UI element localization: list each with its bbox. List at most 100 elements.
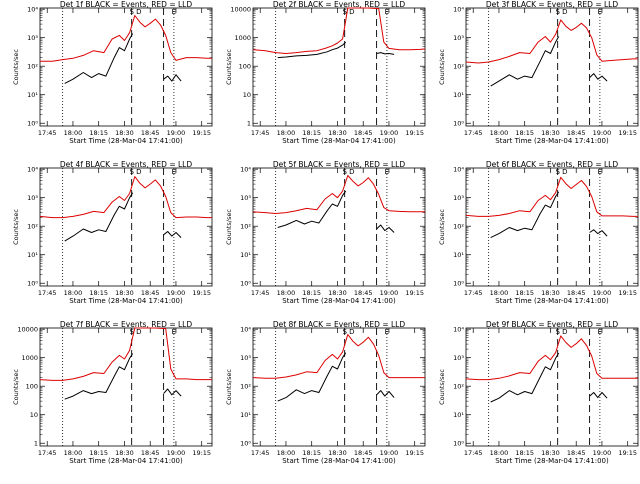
y-tick-label: 10² bbox=[453, 383, 464, 391]
y-axis-label: Counts/sec bbox=[12, 49, 20, 85]
x-tick-label: 19:15 bbox=[192, 289, 211, 297]
x-tick-label: 19:15 bbox=[618, 449, 637, 457]
interval-marker-s: S bbox=[129, 328, 134, 336]
series-events-line bbox=[490, 352, 560, 403]
plot-frame bbox=[465, 7, 639, 127]
y-tick-label: 10⁰ bbox=[27, 280, 38, 288]
x-tick-label: 17:45 bbox=[464, 289, 483, 297]
plot-frame bbox=[39, 7, 213, 127]
interval-marker-e: E bbox=[385, 8, 389, 16]
y-tick-label: 10000 bbox=[17, 326, 38, 334]
x-tick-label: 19:00 bbox=[167, 289, 186, 297]
interval-marker-e: E bbox=[598, 8, 602, 16]
x-tick-label: 18:45 bbox=[354, 289, 373, 297]
panel-det-2: Det 2f BLACK = Events, RED = LLD 1 10 100 10… bbox=[225, 0, 426, 145]
x-tick-label: 18:45 bbox=[141, 289, 160, 297]
y-tick-label: 10³ bbox=[240, 194, 251, 202]
y-tick-label: 10⁴ bbox=[240, 326, 251, 334]
panel-title: Det 8f BLACK = Events, RED = LLD bbox=[273, 320, 406, 329]
x-axis-label: Start Time (28-Mar-04 17:41:00) bbox=[282, 137, 396, 145]
y-tick-label: 10³ bbox=[453, 34, 464, 42]
x-tick-label: 18:00 bbox=[490, 129, 509, 137]
y-axis-label: Counts/sec bbox=[12, 209, 20, 245]
panel-det-8: Det 8f BLACK = Events, RED = LLD 10⁰ 10¹ 10… bbox=[225, 320, 426, 465]
panel-det-5: Det 5f BLACK = Events, RED = LLD 10⁰ 10¹ 10… bbox=[225, 160, 426, 305]
interval-marker-e: E bbox=[598, 168, 602, 176]
panel-title: Det 1f BLACK = Events, RED = LLD bbox=[60, 0, 193, 9]
plot-frame bbox=[465, 167, 639, 287]
interval-marker-e: E bbox=[385, 328, 389, 336]
interval-marker-d: D bbox=[349, 8, 354, 16]
x-tick-label: 17:45 bbox=[464, 129, 483, 137]
y-tick-label: 10² bbox=[240, 223, 251, 231]
y-tick-label: 10² bbox=[27, 223, 38, 231]
y-tick-label: 10² bbox=[240, 383, 251, 391]
panel-title: Det 2f BLACK = Events, RED = LLD bbox=[273, 0, 406, 9]
series-events-line bbox=[277, 352, 347, 402]
x-tick-label: 18:30 bbox=[328, 449, 347, 457]
interval-marker-e: E bbox=[598, 328, 602, 336]
plot-frame bbox=[465, 327, 639, 447]
y-axis-label: Counts/sec bbox=[225, 209, 233, 245]
x-tick-label: 19:15 bbox=[405, 289, 424, 297]
interval-marker-d: D bbox=[562, 8, 567, 16]
x-tick-label: 18:30 bbox=[541, 449, 560, 457]
series-lld-line bbox=[465, 19, 638, 64]
x-tick-label: 18:00 bbox=[64, 129, 83, 137]
x-tick-label: 18:15 bbox=[515, 449, 534, 457]
y-tick-label: 10 bbox=[30, 411, 38, 419]
x-tick-label: 18:30 bbox=[328, 129, 347, 137]
y-tick-label: 10³ bbox=[27, 194, 38, 202]
y-tick-label: 1000 bbox=[234, 34, 251, 42]
series-events-line bbox=[589, 73, 608, 82]
series-events-line bbox=[64, 192, 134, 242]
plot-frame bbox=[252, 7, 426, 127]
x-axis-label: Start Time (28-Mar-04 17:41:00) bbox=[69, 137, 183, 145]
y-axis-label: Counts/sec bbox=[438, 369, 446, 405]
x-tick-label: 19:15 bbox=[618, 129, 637, 137]
x-tick-label: 18:15 bbox=[302, 129, 321, 137]
plot-frame bbox=[252, 327, 426, 447]
y-axis-label: Counts/sec bbox=[438, 209, 446, 245]
series-events-line bbox=[589, 392, 608, 399]
y-tick-label: 1 bbox=[34, 440, 38, 448]
series-events-line bbox=[163, 74, 182, 82]
series-events-line bbox=[64, 353, 134, 400]
panel-title: Det 4f BLACK = Events, RED = LLD bbox=[60, 160, 193, 169]
x-tick-label: 18:00 bbox=[64, 449, 83, 457]
y-tick-label: 10¹ bbox=[27, 251, 38, 259]
x-tick-label: 17:45 bbox=[464, 449, 483, 457]
series-events-line bbox=[277, 190, 347, 228]
series-events-line bbox=[277, 41, 347, 59]
y-tick-label: 10¹ bbox=[240, 411, 251, 419]
y-tick-label: 10⁴ bbox=[453, 326, 464, 334]
x-axis-label: Start Time (28-Mar-04 17:41:00) bbox=[495, 297, 609, 305]
x-tick-label: 17:45 bbox=[38, 129, 57, 137]
x-tick-label: 18:45 bbox=[354, 129, 373, 137]
y-axis-label: Counts/sec bbox=[225, 369, 233, 405]
interval-marker-s: S bbox=[342, 8, 347, 16]
x-tick-label: 18:30 bbox=[541, 289, 560, 297]
y-tick-label: 10⁰ bbox=[240, 440, 251, 448]
y-tick-label: 10⁰ bbox=[27, 120, 38, 128]
y-tick-label: 10¹ bbox=[453, 411, 464, 419]
panel-det-6: Det 6f BLACK = Events, RED = LLD 10⁰ 10¹ 10… bbox=[438, 160, 639, 305]
panel-det-3: Det 3f BLACK = Events, RED = LLD 10⁰ 10¹ 10… bbox=[438, 0, 639, 145]
interval-marker-d: D bbox=[562, 328, 567, 336]
x-tick-label: 19:00 bbox=[593, 449, 612, 457]
x-tick-label: 19:00 bbox=[167, 129, 186, 137]
plot-frame bbox=[39, 327, 213, 447]
y-tick-label: 10⁴ bbox=[27, 166, 38, 174]
y-tick-label: 10⁰ bbox=[453, 120, 464, 128]
x-tick-label: 19:15 bbox=[192, 129, 211, 137]
series-events-line bbox=[376, 52, 395, 55]
series-lld-line bbox=[39, 327, 212, 381]
y-axis-label: Counts/sec bbox=[12, 369, 20, 405]
x-tick-label: 19:00 bbox=[593, 129, 612, 137]
series-events-line bbox=[490, 191, 560, 239]
y-tick-label: 10³ bbox=[453, 354, 464, 362]
x-tick-label: 19:15 bbox=[192, 449, 211, 457]
x-tick-label: 19:00 bbox=[167, 449, 186, 457]
x-tick-label: 18:45 bbox=[567, 129, 586, 137]
